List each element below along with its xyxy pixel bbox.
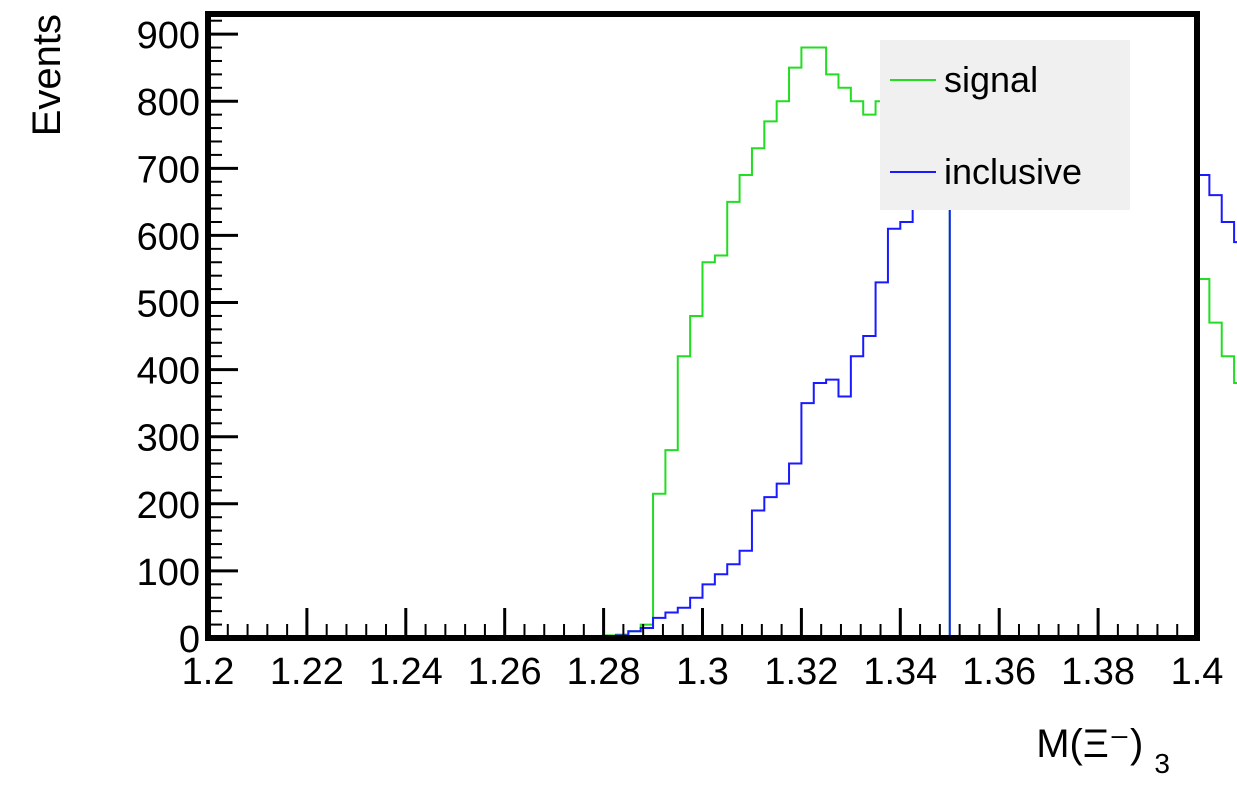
y-axis-label: Events — [25, 14, 69, 136]
x-axis-label: M(Ξ⁻) 3 — [1036, 722, 1170, 779]
y-tick-label: 300 — [137, 418, 200, 460]
y-tick-label: 200 — [137, 485, 200, 527]
x-tick-label: 1.24 — [369, 651, 443, 693]
x-tick-label: 1.34 — [863, 651, 937, 693]
legend-entry-signal: signal — [944, 59, 1038, 100]
y-tick-label: 500 — [137, 284, 200, 326]
y-tick-label: 100 — [137, 552, 200, 594]
x-tick-label: 1.3 — [676, 651, 729, 693]
y-tick-label: 900 — [137, 15, 200, 57]
x-tick-label: 1.2 — [182, 651, 235, 693]
x-tick-label: 1.26 — [468, 651, 542, 693]
tick-labels: 1.2 1.22 1.24 1.26 1.28 1.3 1.32 1.34 1.36 1.38 1.… — [137, 15, 1224, 693]
x-tick-label: 1.32 — [764, 651, 838, 693]
y-tick-label: 400 — [137, 351, 200, 393]
ticks-layer — [206, 19, 1199, 640]
legend-entry-inclusive: inclusive — [944, 151, 1082, 192]
legend: signal inclusive — [880, 40, 1130, 210]
y-tick-label: 600 — [137, 216, 200, 258]
x-tick-label: 1.38 — [1061, 651, 1135, 693]
x-tick-label: 1.28 — [567, 651, 641, 693]
x-tick-label: 1.22 — [270, 651, 344, 693]
y-tick-label: 0 — [179, 619, 200, 661]
x-tick-label: 1.4 — [1171, 651, 1224, 693]
x-axis-label-main: M(Ξ⁻) — [1036, 722, 1143, 766]
x-axis-label-subscript: 3 — [1154, 748, 1170, 779]
x-tick-label: 1.36 — [962, 651, 1036, 693]
legend-box — [880, 40, 1130, 210]
y-tick-label: 800 — [137, 82, 200, 124]
y-tick-label: 700 — [137, 149, 200, 191]
